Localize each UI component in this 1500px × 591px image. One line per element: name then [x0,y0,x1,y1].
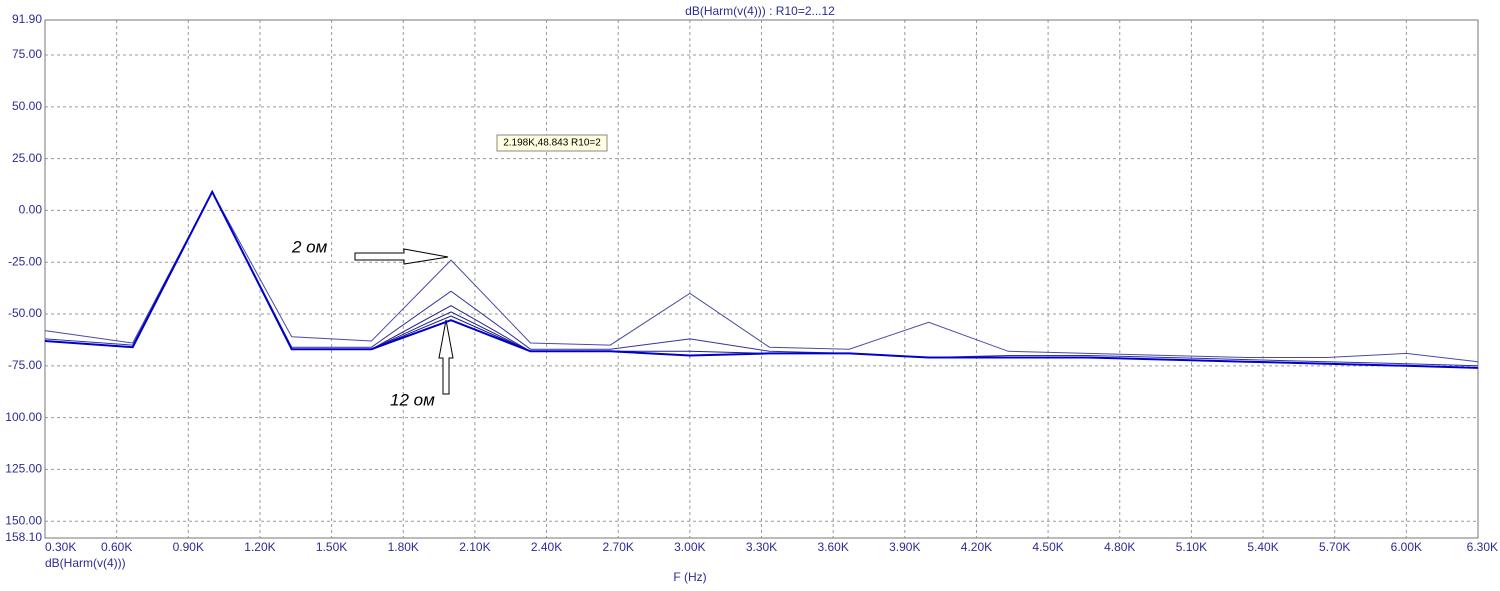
arrow [438,319,454,395]
y-tick-label: 150.00 [5,513,42,527]
x-tick-label: 1.20K [244,540,275,554]
x-tick-label: 1.80K [388,540,419,554]
tooltip: 2.198K,48.843 R10=2 [503,138,601,149]
y-tick-label: 50.00 [12,99,42,113]
annotation: 2 ом [291,237,328,256]
arrow [354,248,449,265]
series-line [44,189,1479,369]
x-tick-label: 3.90K [889,540,920,554]
x-tick-label: 0.30K [45,540,76,554]
y-tick-label: -50.00 [8,306,42,320]
x-tick-label: 4.80K [1104,540,1135,554]
y-tick-label: 125.00 [5,462,42,476]
y-tick-label: 0.00 [19,203,43,217]
x-tick-label: 5.40K [1247,540,1278,554]
x-tick-label: 5.10K [1176,540,1207,554]
plot-frame [44,19,1479,539]
x-tick-label: 4.20K [961,540,992,554]
x-tick-label: 6.00K [1391,540,1422,554]
x-tick-label: 0.90K [173,540,204,554]
x-tick-label: 3.30K [746,540,777,554]
x-tick-label: 1.50K [316,540,347,554]
x-tick-label: 6.30K [1467,540,1498,554]
y-tick-label: 100.00 [5,410,42,424]
y-tick-label: 91.90 [12,12,42,26]
y-tick-label: -75.00 [8,358,42,372]
tooltip-box [496,134,608,152]
x-tick-label: 3.00K [674,540,705,554]
chart-title: dB(Harm(v(4))) : R10=2...12 [685,4,835,18]
series-line [44,190,1479,363]
x-tick-label: 2.70K [603,540,634,554]
y-tick-label: 75.00 [12,47,42,61]
x-tick-label: 3.60K [817,540,848,554]
y-tick-label: 158.10 [5,530,42,544]
x-tick-label: 5.70K [1319,540,1350,554]
x-tick-label: 4.50K [1032,540,1063,554]
x-tick-label: 2.10K [459,540,490,554]
x-axis-label: F (Hz) [673,570,706,584]
x-tick-label: 0.60K [101,540,132,554]
x-tick-label: 2.40K [531,540,562,554]
annotation: 12 ом [390,390,435,409]
y-axis-label: dB(Harm(v(4))) [45,556,126,570]
y-tick-label: 25.00 [12,151,42,165]
y-tick-label: -25.00 [8,254,42,268]
